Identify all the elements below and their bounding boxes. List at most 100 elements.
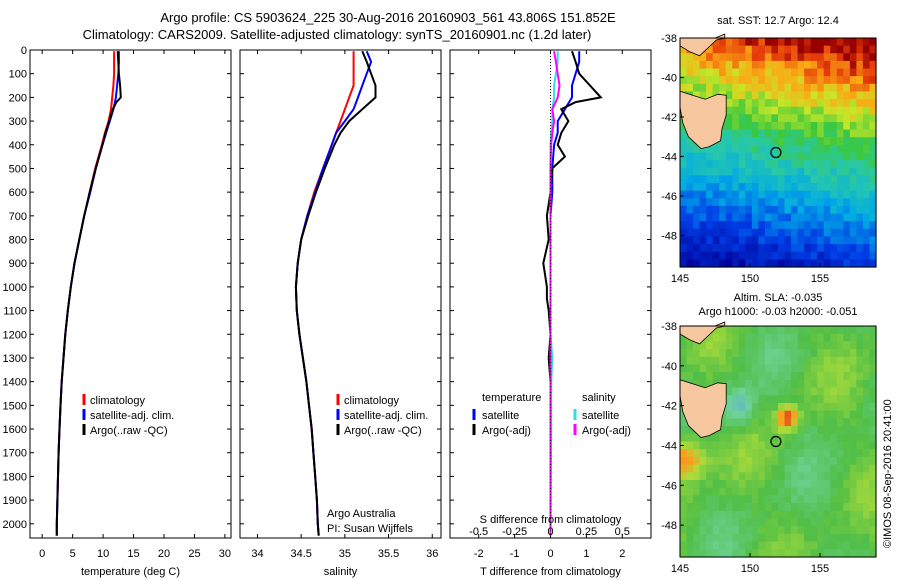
map-cell (706, 533, 714, 543)
map-cell (725, 472, 733, 481)
map-cell (719, 60, 727, 70)
map-cell (693, 379, 701, 389)
map-cell (810, 236, 818, 245)
map-cell (797, 129, 805, 138)
map-cell (751, 549, 759, 558)
map-cell (817, 190, 825, 199)
map-cell (771, 449, 779, 458)
map-cell (836, 83, 844, 93)
map-cell (745, 53, 753, 62)
map-cell (791, 152, 799, 161)
map-cell (869, 167, 877, 176)
map-cell (830, 495, 838, 504)
map-cell (693, 198, 701, 207)
map-cell (712, 333, 720, 342)
map-cell (706, 364, 714, 373)
map-cell (719, 167, 727, 176)
map-cell (797, 526, 805, 535)
map-cell (686, 236, 694, 245)
map-cell (830, 449, 838, 458)
map-cell (856, 236, 864, 245)
map-cell (699, 533, 707, 543)
map-cell (810, 183, 818, 192)
map-cell (745, 183, 753, 192)
map-cell (823, 236, 831, 245)
map-cell (725, 99, 733, 108)
map-cell (680, 121, 688, 131)
map-cell (758, 418, 766, 427)
map-cell (862, 198, 871, 207)
map-cell (751, 106, 759, 115)
map-cell (725, 403, 733, 412)
map-cell (778, 495, 786, 504)
top-tick-label: -0.25 (502, 526, 527, 538)
map-cell (823, 433, 831, 443)
map-cell (725, 244, 733, 253)
map-cell (849, 83, 857, 93)
map-cell (745, 418, 753, 427)
map-cell (849, 198, 857, 207)
map-cell (706, 76, 714, 85)
map-cell (862, 379, 871, 389)
map-cell (843, 45, 851, 54)
map-cell (830, 228, 838, 238)
map-cell (823, 495, 831, 504)
map-cell (680, 349, 688, 358)
y-tick-label: 1200 (3, 329, 27, 341)
map-cell (862, 121, 871, 131)
map-cell (862, 441, 871, 450)
map-cell (751, 472, 759, 481)
map-cell (804, 541, 812, 550)
map-cell (725, 526, 733, 535)
map-cell (719, 341, 727, 350)
map-cell (817, 152, 825, 161)
map-cell (758, 251, 766, 260)
x-tick-label: 35.5 (378, 548, 399, 560)
map-cell (862, 68, 871, 77)
map-cell (817, 387, 825, 396)
map-cell (784, 244, 792, 253)
map-cell (810, 472, 818, 481)
y-tick-label: -38 (661, 33, 677, 45)
map-cell (680, 68, 688, 77)
y-tick-label: 1600 (3, 424, 27, 436)
map-cell (849, 495, 857, 504)
map-cell (699, 160, 707, 169)
map-cell (778, 510, 786, 520)
x-tick-label: -2 (474, 548, 484, 560)
map-cell (849, 76, 857, 85)
map-cell (817, 198, 825, 207)
map-cell (791, 60, 799, 70)
map-cell (830, 167, 838, 176)
map-cell (758, 236, 766, 245)
map-cell (745, 333, 753, 342)
top-tick-label: -0.5 (469, 526, 488, 538)
map-cell (732, 183, 740, 192)
legend-label: Argo(-adj) (482, 425, 531, 437)
map-cell (843, 326, 851, 335)
map-cell (699, 472, 707, 481)
map-cell (745, 410, 753, 419)
map-cell (823, 121, 831, 131)
map-cell (725, 364, 733, 373)
map-cell (778, 167, 786, 176)
map-cell (823, 251, 831, 260)
map-cell (725, 449, 733, 458)
map-cell (699, 144, 707, 154)
map-cell (738, 106, 746, 115)
map-cell (738, 456, 746, 466)
map-cell (791, 410, 799, 419)
map-cell (804, 76, 812, 85)
map-cell (810, 106, 818, 115)
map-cell (784, 472, 792, 481)
map-cell (778, 221, 786, 230)
map-cell (686, 472, 694, 481)
map-cell (680, 83, 688, 93)
map-cell (869, 518, 877, 527)
map-cell (719, 441, 727, 450)
map-cell (791, 76, 799, 85)
map-cell (706, 518, 714, 527)
map-cell (706, 167, 714, 176)
map-cell (719, 526, 727, 535)
map-cell (758, 464, 766, 473)
